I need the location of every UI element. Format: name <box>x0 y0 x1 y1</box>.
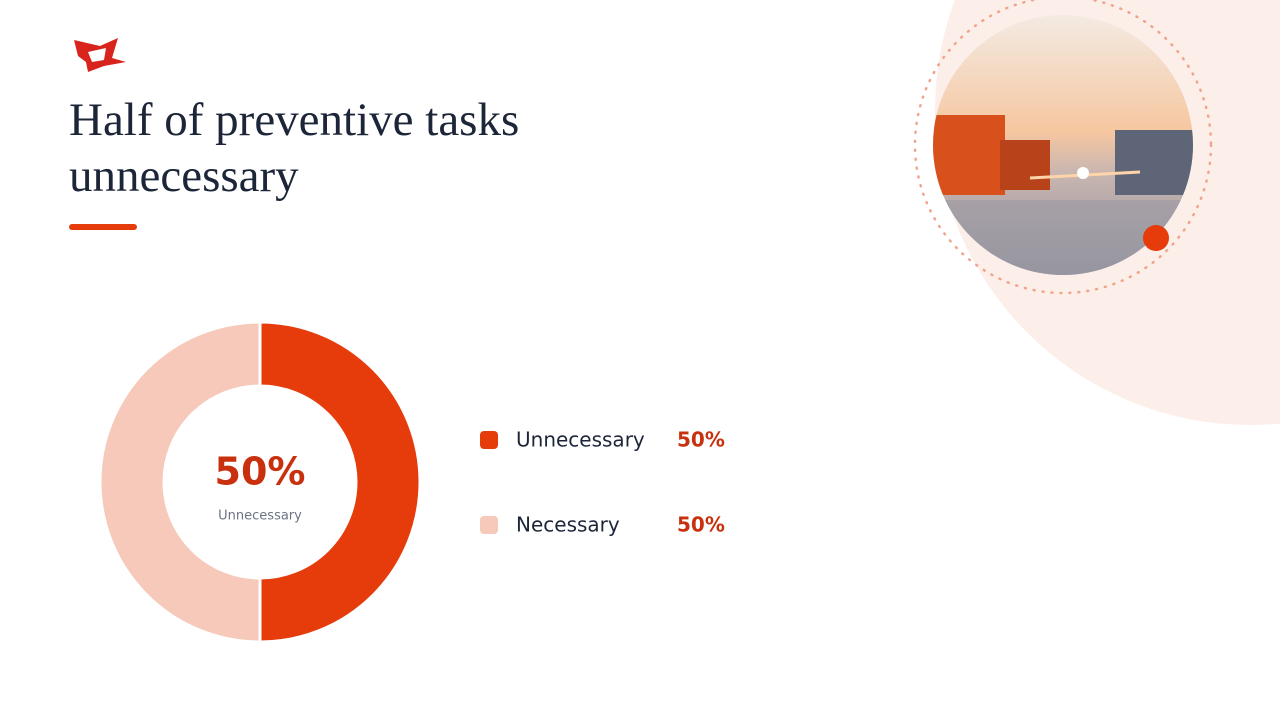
accent-dot <box>1143 225 1169 251</box>
dotted-ring <box>913 0 1213 295</box>
legend-value: 50% <box>677 513 725 537</box>
donut-segment <box>258 320 422 644</box>
title-underline <box>69 224 137 230</box>
legend-swatch <box>480 431 498 449</box>
center-value: 50% <box>215 450 306 494</box>
legend-label: Necessary <box>516 513 620 537</box>
legend-value: 50% <box>677 428 725 452</box>
legend-swatch <box>480 516 498 534</box>
donut-segment <box>98 320 262 644</box>
legend-label: Unnecessary <box>516 428 645 452</box>
title: Half of preventive tasks unnecessary <box>69 94 520 202</box>
logo <box>74 38 126 72</box>
center-label: Unnecessary <box>218 509 302 524</box>
